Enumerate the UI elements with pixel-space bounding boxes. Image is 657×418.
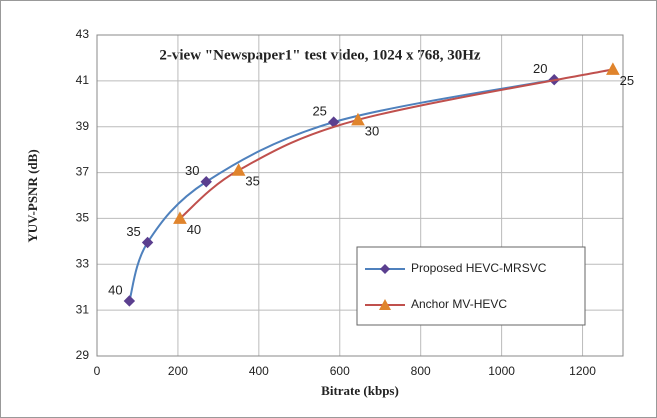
y-tick-label: 37: [76, 165, 90, 179]
point-label: 40: [108, 282, 122, 297]
marker: [200, 176, 212, 188]
y-tick-label: 43: [76, 27, 90, 41]
marker: [173, 211, 187, 224]
plot-border: [96, 34, 624, 357]
x-tick-label: 1000: [488, 364, 515, 378]
point-label: 35: [126, 224, 140, 239]
legend-marker: [380, 264, 390, 274]
point-label: 35: [245, 174, 259, 189]
y-axis-label: YUV-PSNR (dB): [25, 149, 40, 242]
y-tick-label: 33: [76, 256, 90, 270]
y-tick-label: 29: [76, 348, 90, 362]
x-axis-label: Bitrate (kbps): [321, 383, 399, 398]
y-tick-label: 39: [76, 119, 90, 133]
chart-title: 2-view "Newspaper1" test video, 1024 x 7…: [159, 47, 481, 63]
x-tick-label: 0: [94, 364, 101, 378]
x-tick-label: 800: [411, 364, 431, 378]
point-label: 25: [312, 104, 326, 119]
legend-box: [356, 246, 586, 326]
series-line: [179, 68, 614, 220]
y-tick-label: 31: [76, 302, 90, 316]
marker: [606, 62, 620, 75]
marker: [123, 295, 136, 307]
legend-marker: [379, 299, 391, 310]
point-label: 30: [365, 123, 379, 138]
point-label: 25: [620, 73, 634, 88]
point-label: 30: [185, 163, 199, 178]
y-tick-label: 41: [76, 73, 90, 87]
x-tick-label: 400: [249, 364, 269, 378]
point-label: 20: [533, 61, 547, 76]
marker: [351, 112, 365, 126]
x-tick-label: 200: [168, 364, 188, 378]
y-tick-label: 35: [76, 211, 90, 225]
x-tick-label: 600: [330, 364, 350, 378]
marker: [141, 236, 154, 249]
legend-label: Anchor MV-HEVC: [411, 297, 507, 311]
legend-label: Proposed HEVC-MRSVC: [411, 261, 547, 275]
marker: [231, 163, 246, 176]
point-label: 40: [187, 222, 201, 237]
x-tick-label: 1200: [569, 364, 596, 378]
